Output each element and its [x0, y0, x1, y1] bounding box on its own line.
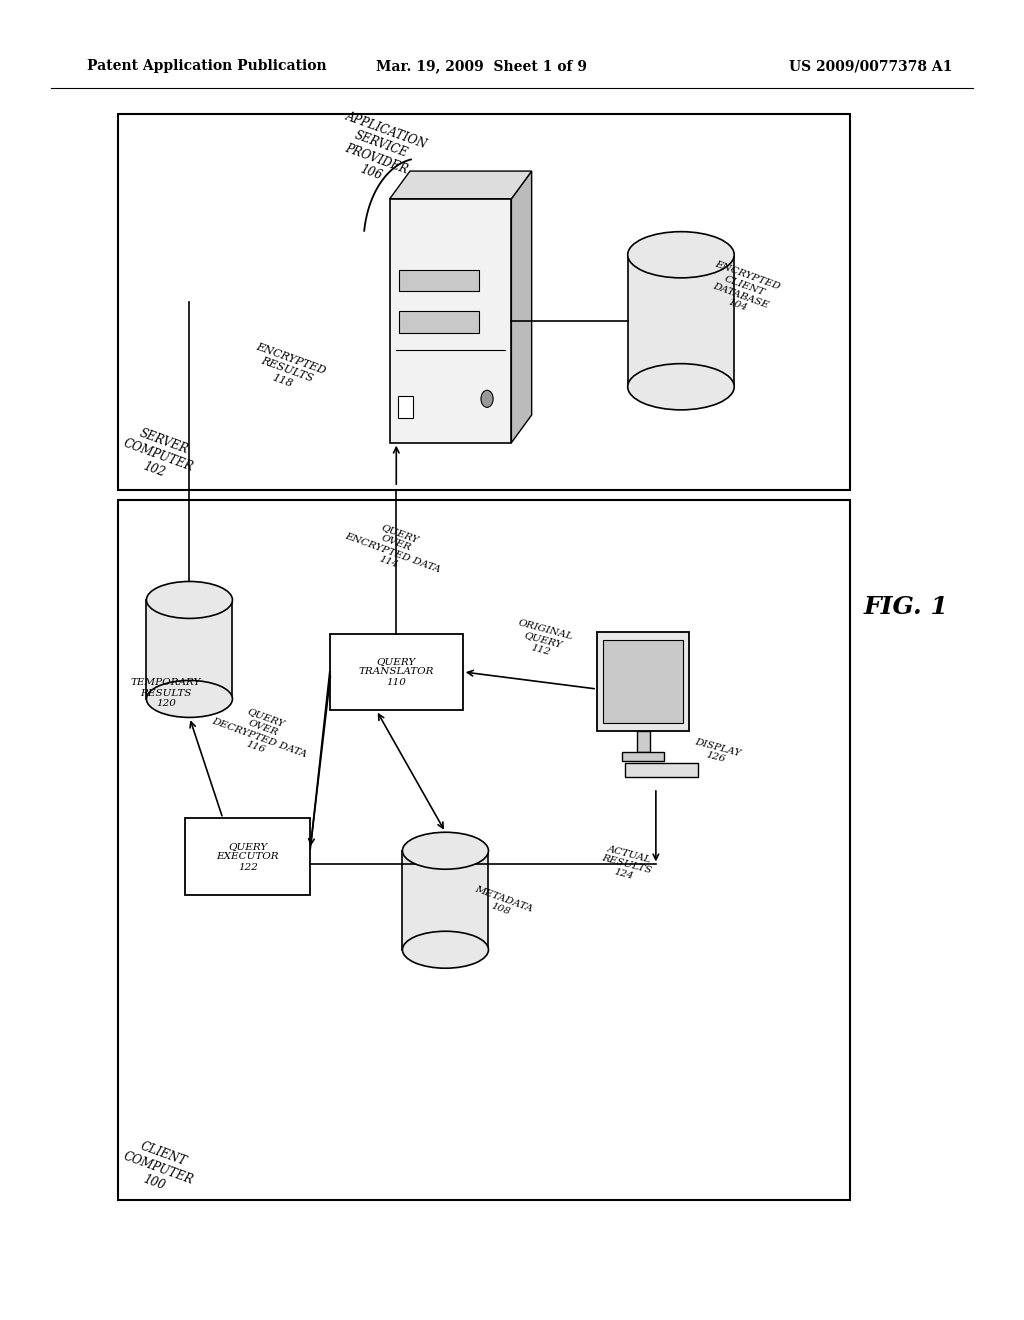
Bar [625, 763, 698, 777]
Text: US 2009/0077378 A1: US 2009/0077378 A1 [788, 59, 952, 73]
Text: TEMPORARY
RESULTS
120: TEMPORARY RESULTS 120 [131, 678, 201, 708]
Polygon shape [511, 172, 531, 442]
Ellipse shape [481, 391, 494, 408]
Bar [390, 199, 511, 442]
Text: DISPLAY
126: DISPLAY 126 [691, 737, 742, 768]
Text: SERVER
COMPUTER
102: SERVER COMPUTER 102 [117, 422, 201, 488]
Bar [603, 640, 683, 723]
Polygon shape [402, 850, 488, 950]
Text: QUERY
OVER
ENCRYPTED DATA
114: QUERY OVER ENCRYPTED DATA 114 [340, 512, 449, 583]
Text: FIG. 1: FIG. 1 [864, 595, 948, 619]
Ellipse shape [628, 231, 734, 277]
Text: QUERY
EXECUTOR
122: QUERY EXECUTOR 122 [216, 842, 280, 871]
Polygon shape [628, 255, 734, 387]
Text: QUERY
TRANSLATOR
110: QUERY TRANSLATOR 110 [358, 657, 434, 686]
Bar [330, 634, 463, 710]
Bar [399, 312, 478, 333]
Text: ORIGINAL
QUERY
112: ORIGINAL QUERY 112 [512, 619, 573, 661]
Bar [398, 396, 413, 418]
Ellipse shape [146, 681, 232, 718]
Text: METADATA
108: METADATA 108 [470, 884, 534, 924]
Bar [623, 752, 664, 762]
Text: CLIENT
COMPUTER
100: CLIENT COMPUTER 100 [117, 1135, 201, 1201]
Text: QUERY
OVER
DECRYPTED DATA
116: QUERY OVER DECRYPTED DATA 116 [207, 697, 315, 768]
Polygon shape [146, 599, 232, 700]
Bar [399, 269, 478, 292]
Bar [118, 114, 850, 490]
Text: ACTUAL
RESULTS
124: ACTUAL RESULTS 124 [598, 843, 655, 886]
Text: Mar. 19, 2009  Sheet 1 of 9: Mar. 19, 2009 Sheet 1 of 9 [376, 59, 587, 73]
Bar [118, 500, 850, 1200]
Bar [185, 818, 310, 895]
Ellipse shape [628, 363, 734, 411]
Ellipse shape [402, 832, 488, 869]
Text: Patent Application Publication: Patent Application Publication [87, 59, 327, 73]
Text: ENCRYPTED
RESULTS
118: ENCRYPTED RESULTS 118 [247, 342, 327, 397]
Bar [597, 632, 689, 731]
Ellipse shape [146, 581, 232, 618]
Bar [637, 731, 649, 752]
Polygon shape [390, 172, 531, 199]
Text: APPLICATION
SERVICE
PROVIDER
106: APPLICATION SERVICE PROVIDER 106 [329, 110, 429, 194]
Ellipse shape [402, 932, 488, 969]
Text: ENCRYPTED
CLIENT
DATABASE
104: ENCRYPTED CLIENT DATABASE 104 [703, 260, 781, 321]
